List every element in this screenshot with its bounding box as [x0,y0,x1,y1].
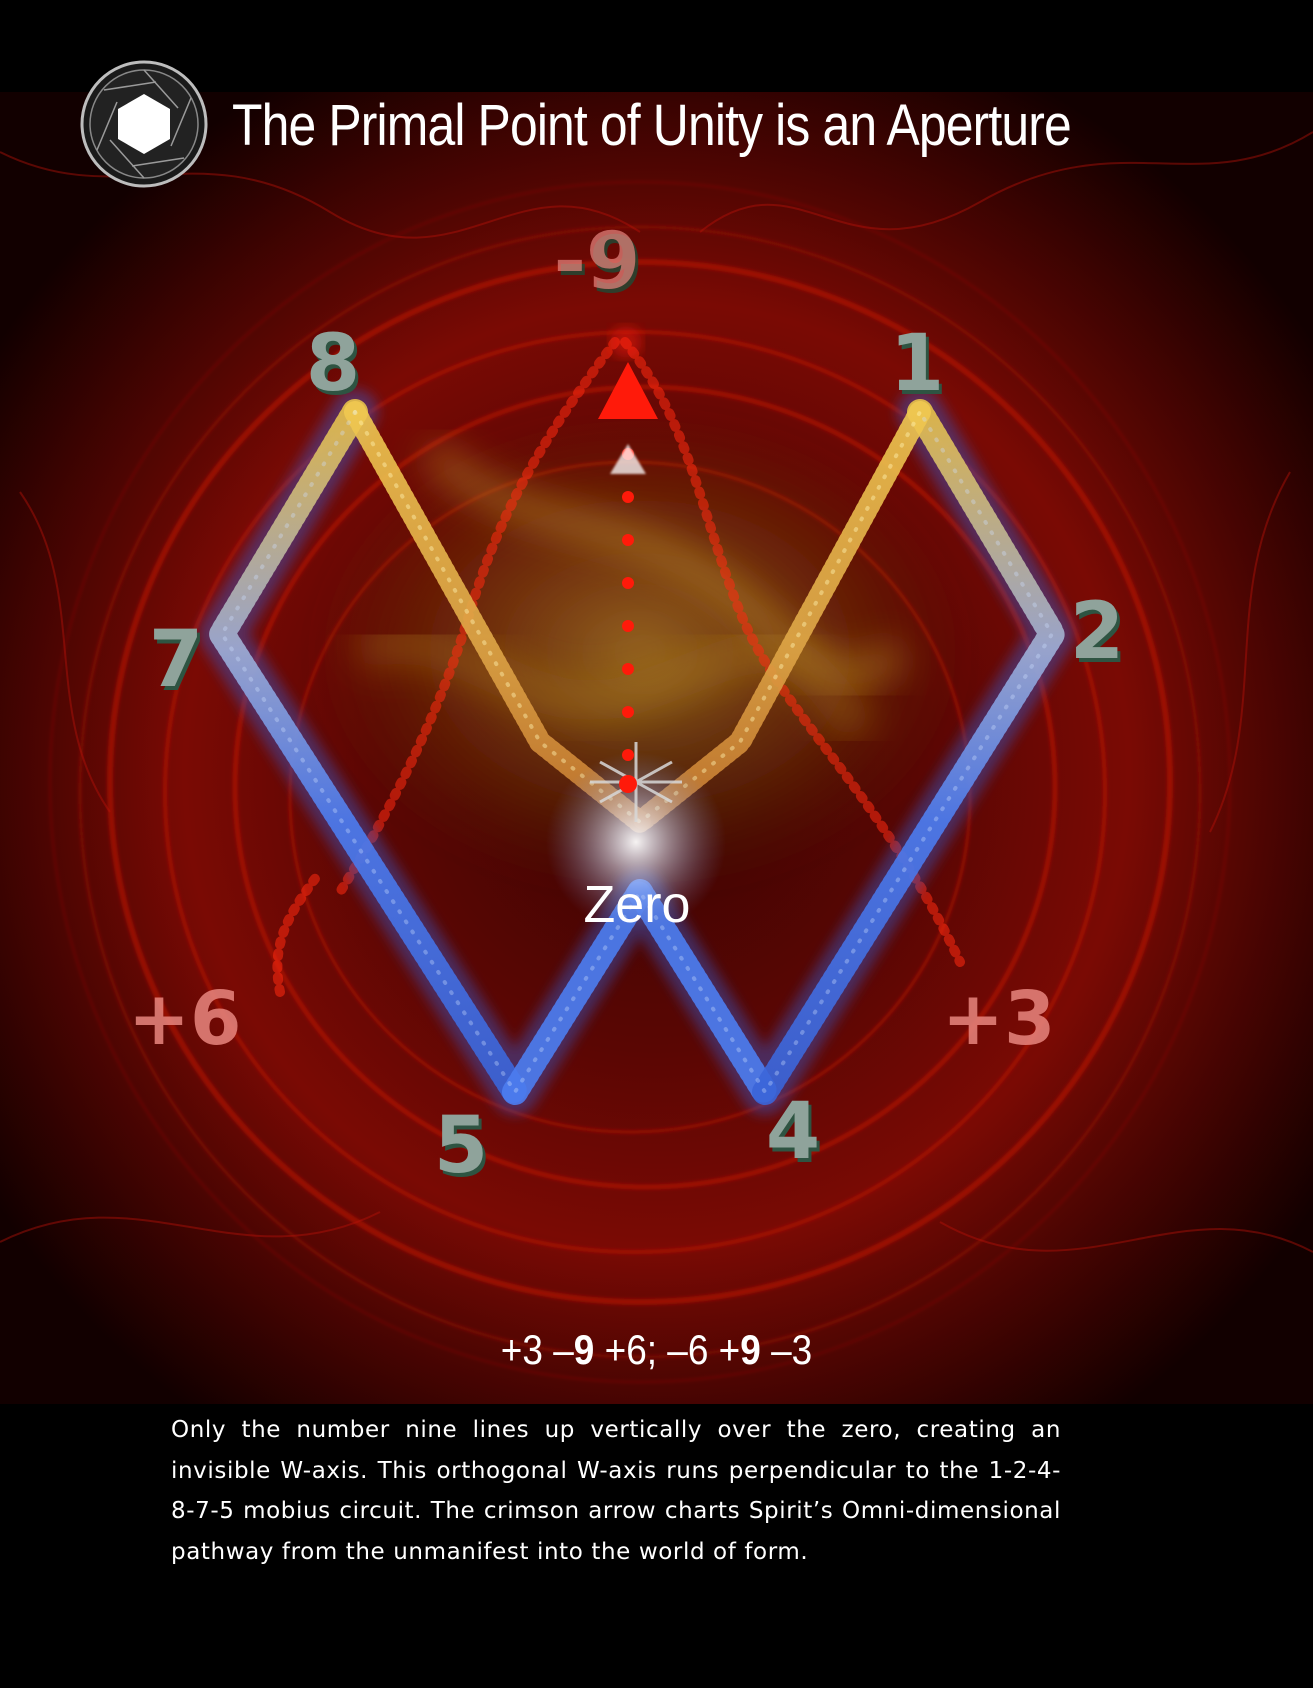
page-title: The Primal Point of Unity is an Aperture [232,93,1072,158]
w-axis-dots [619,448,637,793]
digit-two: 2 [1070,587,1124,677]
equation-part: +3 – [500,1326,574,1373]
digit-four-shadow: 4 [769,1091,823,1181]
plus-digit-labels: +6 +3 [128,976,1056,1062]
digit-minus-nine: -9 [554,217,641,307]
diagram-canvas: -9 -9 8 8 1 1 7 7 2 2 5 5 4 4 +6 +3 [0,92,1313,1404]
equation: +3 –9 +6; –6 +9 –3 [79,1326,1234,1374]
gold-cloud [310,412,970,892]
equation-part: –3 [760,1326,813,1373]
digit-two-shadow: 2 [1073,591,1127,681]
digit-eight-shadow: 8 [309,323,363,413]
camera-aperture-icon [80,60,208,188]
zero-glow [546,752,726,932]
digit-five: 5 [434,1101,488,1191]
digit-minus-nine-shadow: -9 [557,221,644,311]
digit-one-shadow: 1 [893,323,947,413]
plus-three-label: +3 [942,976,1056,1062]
aperture-diagram: -9 -9 8 8 1 1 7 7 2 2 5 5 4 4 +6 +3 [0,92,1313,1404]
digit-eight: 8 [306,319,360,409]
equation-part: +6; –6 + [594,1326,741,1373]
digit-seven: 7 [149,615,203,705]
plus-six-label: +6 [128,976,242,1062]
digit-one: 1 [890,319,944,409]
triangle-arrow-up-icon [598,362,658,419]
digit-five-shadow: 5 [437,1105,491,1195]
digit-seven-shadow: 7 [152,619,206,709]
ghost-arrow-icon [610,444,646,474]
digit-labels: -9 -9 8 8 1 1 7 7 2 2 5 5 4 4 [149,217,1127,1195]
caption-paragraph: Only the number nine lines up vertically… [171,1417,1061,1565]
equation-nine: 9 [740,1326,761,1373]
digit-four: 4 [766,1087,820,1177]
equation-nine: 9 [573,1326,595,1373]
zero-label: Zero [584,876,691,934]
